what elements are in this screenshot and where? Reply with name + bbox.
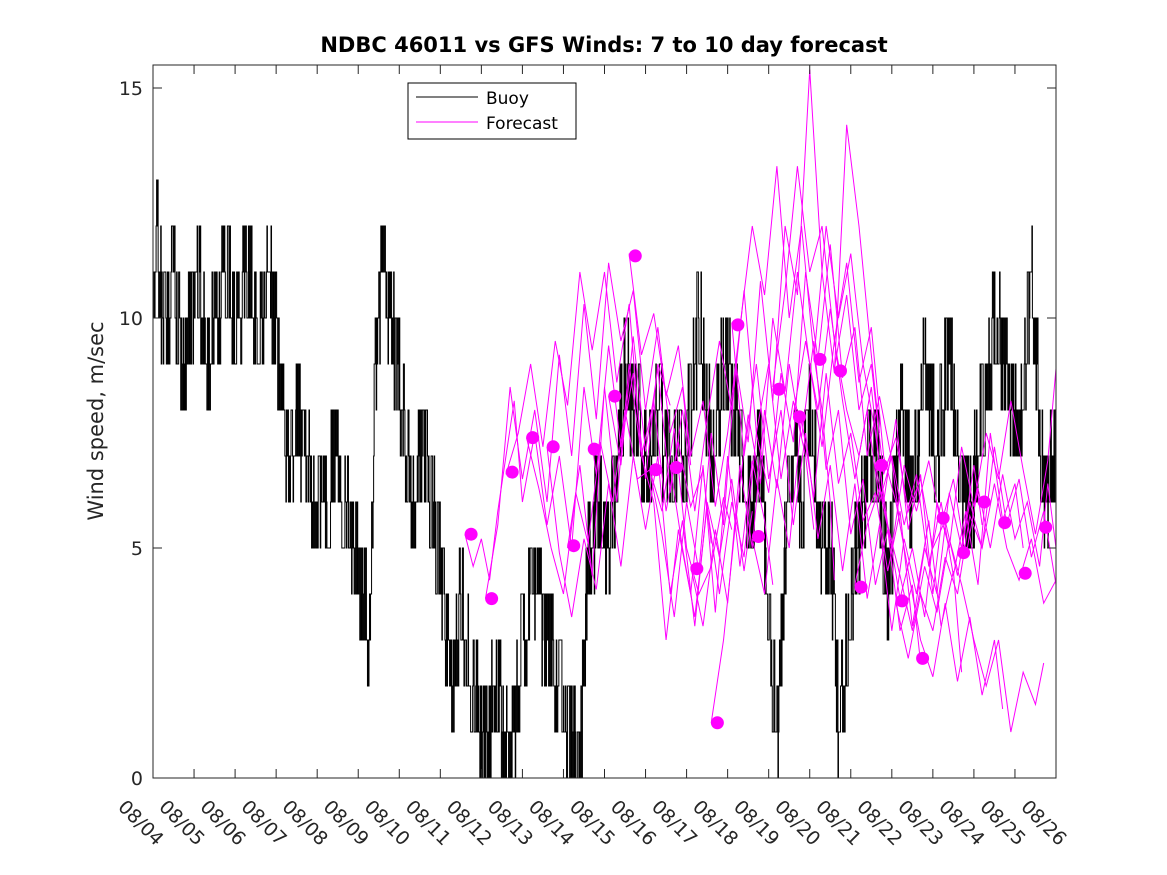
forecast-marker-18	[813, 352, 827, 366]
forecast-marker-20	[854, 580, 868, 594]
forecast-marker-11	[669, 461, 683, 474]
forecast-marker-15	[751, 530, 765, 543]
forecast-series-line-13	[731, 322, 963, 673]
forecast-marker-7	[587, 442, 601, 456]
forecast-series-line-4	[526, 409, 733, 596]
y-tick-label: 15	[119, 78, 143, 100]
forecast-series-line-21	[895, 483, 1056, 659]
legend-forecast-label: Forecast	[486, 114, 558, 134]
y-tick-label: 10	[119, 308, 143, 330]
forecast-marker-24	[936, 511, 950, 525]
forecast-series-line-9	[649, 69, 880, 618]
forecast-marker-26	[977, 495, 991, 509]
forecast-series-line-15	[772, 166, 1004, 710]
forecast-marker-19	[834, 364, 848, 378]
y-tick-label: 5	[131, 538, 143, 560]
forecast-marker-16	[772, 382, 786, 396]
forecast-marker-9	[628, 249, 642, 263]
forecast-marker-17	[792, 410, 806, 424]
forecast-marker-13	[710, 716, 724, 730]
forecast-marker-10	[649, 463, 663, 477]
forecast-series-line-14	[751, 373, 983, 627]
legend-buoy-label: Buoy	[486, 89, 529, 109]
forecast-marker-6	[567, 539, 581, 553]
forecast-series-line-20	[874, 368, 1056, 618]
forecast-marker-12	[690, 562, 704, 576]
forecast-marker-21	[875, 458, 889, 472]
forecast-series-line-16	[792, 308, 1024, 585]
y-axis-label: Wind speed, m/sec	[84, 321, 108, 520]
chart-title: NDBC 46011 vs GFS Winds: 7 to 10 day for…	[320, 33, 887, 57]
forecast-series-line-3	[505, 271, 712, 544]
forecast-marker-22	[895, 594, 909, 608]
forecast-marker-4	[526, 431, 540, 445]
forecast-series-line-10	[669, 244, 901, 618]
forecast-marker-23	[916, 651, 930, 665]
forecast-marker-25	[957, 546, 971, 560]
forecast-marker-8	[608, 389, 622, 403]
forecast-marker-2	[485, 592, 499, 606]
forecast-marker-5	[546, 440, 560, 454]
buoy-series-line	[153, 179, 1056, 778]
forecast-marker-1	[464, 527, 478, 541]
legend-box	[407, 82, 577, 140]
forecast-marker-14	[731, 318, 745, 332]
forecast-series-line-2	[484, 262, 692, 599]
y-tick-label: 0	[131, 768, 143, 790]
forecast-marker-28	[1018, 566, 1032, 580]
forecast-marker-27	[998, 516, 1012, 530]
forecast-series-line-17	[813, 225, 1045, 733]
forecast-marker-3	[505, 465, 519, 479]
forecast-marker-29	[1039, 520, 1053, 534]
forecast-series-line-7	[608, 290, 815, 530]
legend: Buoy Forecast	[407, 82, 577, 140]
